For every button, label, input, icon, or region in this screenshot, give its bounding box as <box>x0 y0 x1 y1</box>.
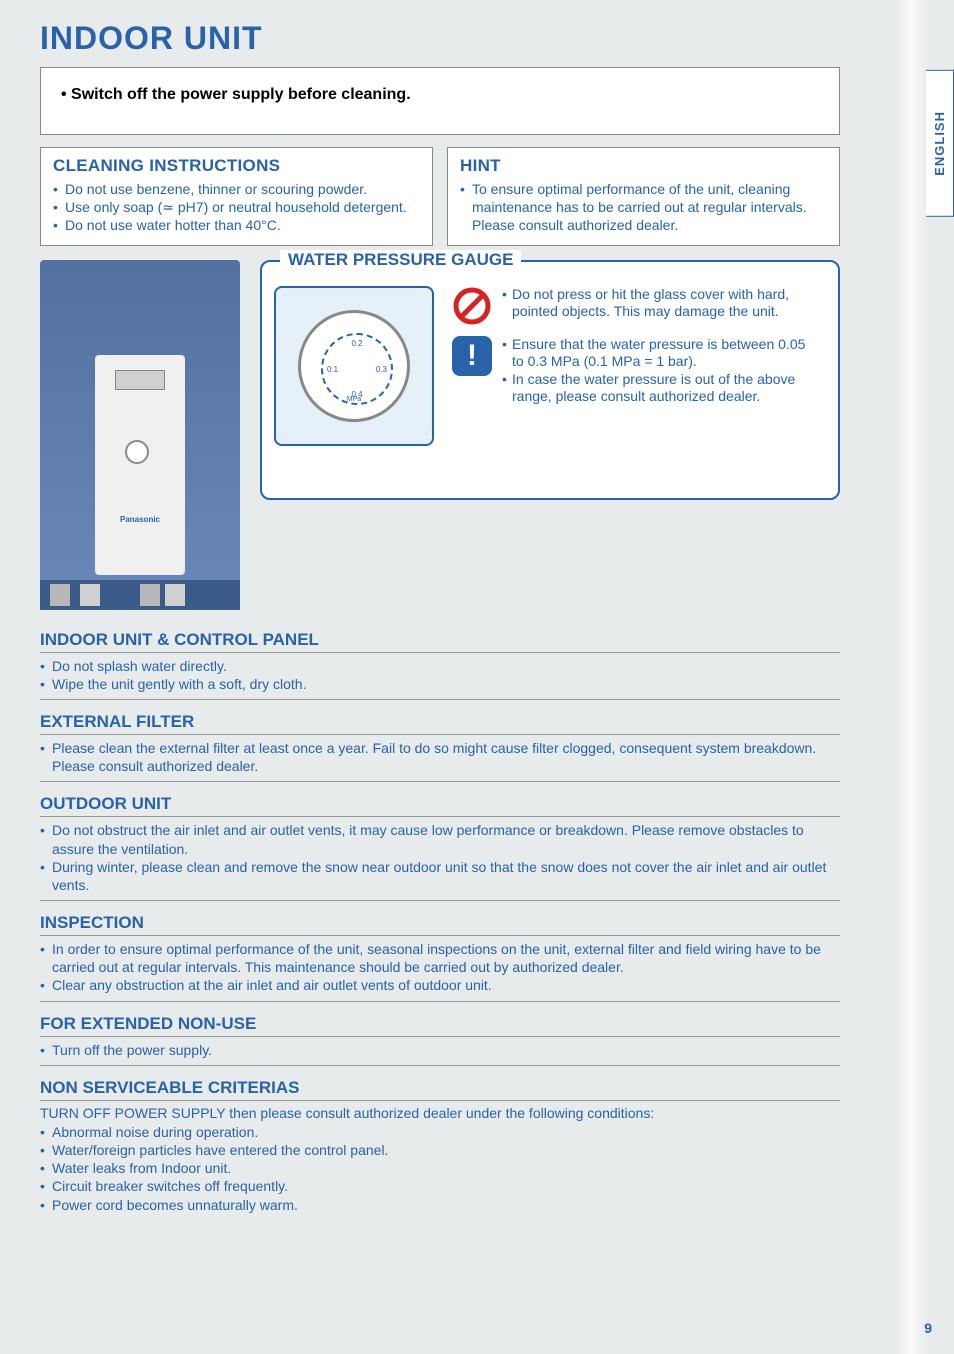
section-title: OUTDOOR UNIT <box>40 794 840 814</box>
gauge-icon <box>125 440 149 464</box>
warning-text: • Switch off the power supply before cle… <box>61 86 819 104</box>
list-item: Abnormal noise during operation. <box>40 1123 840 1141</box>
control-panel-icon <box>115 370 165 390</box>
list-item: Wipe the unit gently with a soft, dry cl… <box>40 675 840 693</box>
section-title: NON SERVICEABLE CRITERIAS <box>40 1078 840 1098</box>
language-tab: ENGLISH <box>926 70 954 217</box>
hint-box: HINT To ensure optimal performance of th… <box>447 147 840 246</box>
cleaning-item: Do not use benzene, thinner or scouring … <box>53 180 420 198</box>
page-title: INDOOR UNIT <box>40 20 914 57</box>
outdoor-unit-section: OUTDOOR UNIT Do not obstruct the air inl… <box>40 794 840 901</box>
warning-box: • Switch off the power supply before cle… <box>40 67 840 135</box>
list-item: Do not splash water directly. <box>40 657 840 675</box>
gauge-tick: 0.2 <box>351 339 362 348</box>
gauge-illustration: 0.2 0.3 0.4 0.1 MPa <box>274 286 434 446</box>
cleaning-instructions-box: CLEANING INSTRUCTIONS Do not use benzene… <box>40 147 433 246</box>
list-item: Water leaks from Indoor unit. <box>40 1159 840 1177</box>
gauge-unit-label: MPa <box>347 396 361 403</box>
gauge-caution-text: In case the water pressure is out of the… <box>502 371 820 406</box>
list-item: Circuit breaker switches off frequently. <box>40 1177 840 1195</box>
list-item: Power cord becomes unnaturally warm. <box>40 1196 840 1214</box>
section-title: FOR EXTENDED NON-USE <box>40 1014 840 1034</box>
page-number: 9 <box>924 1320 932 1336</box>
inspection-section: INSPECTION In order to ensure optimal pe… <box>40 913 840 1002</box>
cleaning-title: CLEANING INSTRUCTIONS <box>53 156 420 176</box>
gauge-tick: 0.3 <box>376 365 387 374</box>
indoor-panel-section: INDOOR UNIT & CONTROL PANEL Do not splas… <box>40 630 840 700</box>
external-filter-section: EXTERNAL FILTER Please clean the externa… <box>40 712 840 782</box>
nonuse-section: FOR EXTENDED NON-USE Turn off the power … <box>40 1014 840 1066</box>
list-item: In order to ensure optimal performance o… <box>40 940 840 976</box>
list-item: Do not obstruct the air inlet and air ou… <box>40 821 840 857</box>
list-item: Please clean the external filter at leas… <box>40 739 840 775</box>
caution-icon: ! <box>452 336 492 376</box>
brand-logo: Panasonic <box>95 515 185 524</box>
cleaning-item: Do not use water hotter than 40°C. <box>53 216 420 234</box>
list-item: Turn off the power supply. <box>40 1041 840 1059</box>
page-shine <box>894 0 929 1354</box>
indoor-unit-illustration: Panasonic <box>40 260 240 610</box>
hint-title: HINT <box>460 156 827 176</box>
cleaning-item: Use only soap (≃ pH7) or neutral househo… <box>53 198 420 216</box>
list-item: During winter, please clean and remove t… <box>40 858 840 894</box>
section-title: INSPECTION <box>40 913 840 933</box>
prohibit-icon <box>452 286 492 326</box>
nonservice-intro: TURN OFF POWER SUPPLY then please consul… <box>40 1105 840 1121</box>
gauge-caution-text: Ensure that the water pressure is betwee… <box>502 336 820 371</box>
section-title: INDOOR UNIT & CONTROL PANEL <box>40 630 840 650</box>
gauge-tick: 0.1 <box>327 365 338 374</box>
list-item: Water/foreign particles have entered the… <box>40 1141 840 1159</box>
list-item: Clear any obstruction at the air inlet a… <box>40 976 840 994</box>
nonservice-section: NON SERVICEABLE CRITERIAS TURN OFF POWER… <box>40 1078 840 1214</box>
hint-item: To ensure optimal performance of the uni… <box>460 180 827 235</box>
gauge-prohibit-text: Do not press or hit the glass cover with… <box>502 286 820 321</box>
gauge-title: WATER PRESSURE GAUGE <box>288 250 513 269</box>
water-pressure-gauge-box: WATER PRESSURE GAUGE 0.2 0.3 0.4 0.1 MPa <box>260 260 840 500</box>
section-title: EXTERNAL FILTER <box>40 712 840 732</box>
